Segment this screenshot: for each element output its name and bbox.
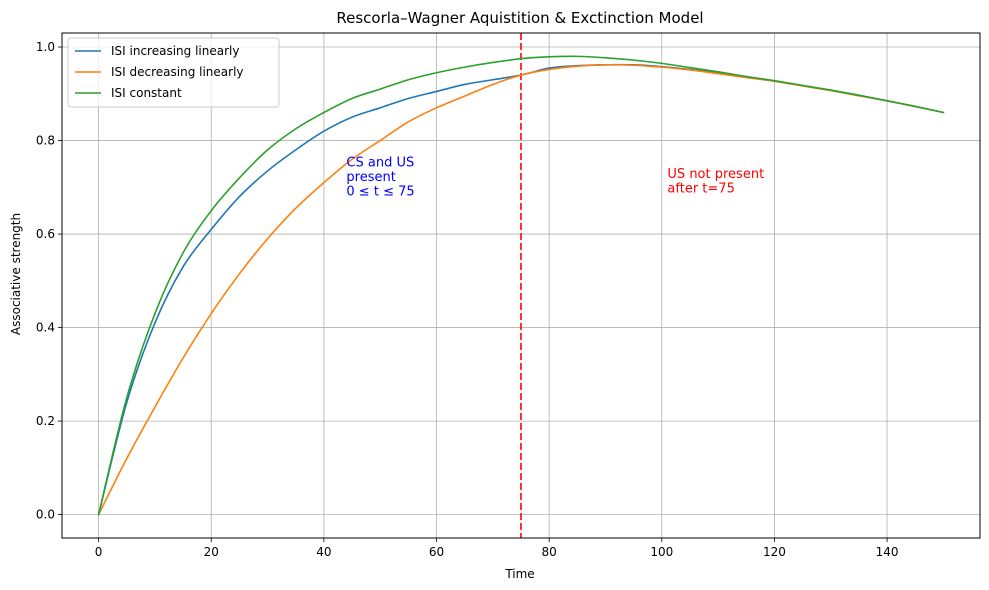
x-axis-ticks: 0 20 40 60 80 100 120 140 <box>95 538 899 559</box>
y-tick-label: 0.0 <box>36 508 55 522</box>
legend: ISI increasing linearly ISI decreasing li… <box>67 37 280 108</box>
annotation-line: present <box>346 170 395 185</box>
x-tick-label: 0 <box>95 545 103 559</box>
annotation-line: US not present <box>667 167 764 182</box>
annotation: CS and US present 0 ≤ t ≤ 75 <box>346 155 414 199</box>
annotation-line: 0 ≤ t ≤ 75 <box>346 184 414 199</box>
y-tick-label: 0.6 <box>36 227 55 241</box>
x-tick-label: 140 <box>876 545 899 559</box>
series-layer <box>97 55 945 516</box>
x-tick-label: 20 <box>204 545 219 559</box>
x-axis-title: Time <box>504 567 534 581</box>
y-tick-label: 0.2 <box>36 414 55 428</box>
series-line-3 <box>97 55 945 516</box>
annotation-line: CS and US <box>346 155 414 170</box>
x-tick-label: 80 <box>542 545 557 559</box>
x-tick-label: 60 <box>429 545 444 559</box>
chart-title: Rescorla–Wagner Aquistition & Exctinctio… <box>336 9 703 27</box>
legend-box <box>67 37 280 108</box>
annotation-line: after t=75 <box>667 181 734 196</box>
y-axis-title: Associative strength <box>9 213 23 335</box>
legend-items: ISI increasing linearly ISI decreasing li… <box>75 44 244 100</box>
y-tick-label: 0.8 <box>36 134 55 148</box>
y-tick-label: 0.4 <box>36 321 55 335</box>
x-tick-label: 40 <box>316 545 331 559</box>
annotation: US not present after t=75 <box>667 167 764 197</box>
y-axis-ticks: 0.0 0.2 0.4 0.6 0.8 1.0 <box>36 40 62 522</box>
x-tick-label: 100 <box>650 545 673 559</box>
legend-label: ISI increasing linearly <box>111 44 239 58</box>
y-tick-label: 1.0 <box>36 40 55 54</box>
legend-label: ISI constant <box>111 86 182 100</box>
x-tick-label: 120 <box>763 545 786 559</box>
annotation-layer: CS and US present 0 ≤ t ≤ 75 US not present… <box>346 155 764 199</box>
legend-label: ISI decreasing linearly <box>111 65 244 79</box>
plot-frame <box>61 32 981 539</box>
